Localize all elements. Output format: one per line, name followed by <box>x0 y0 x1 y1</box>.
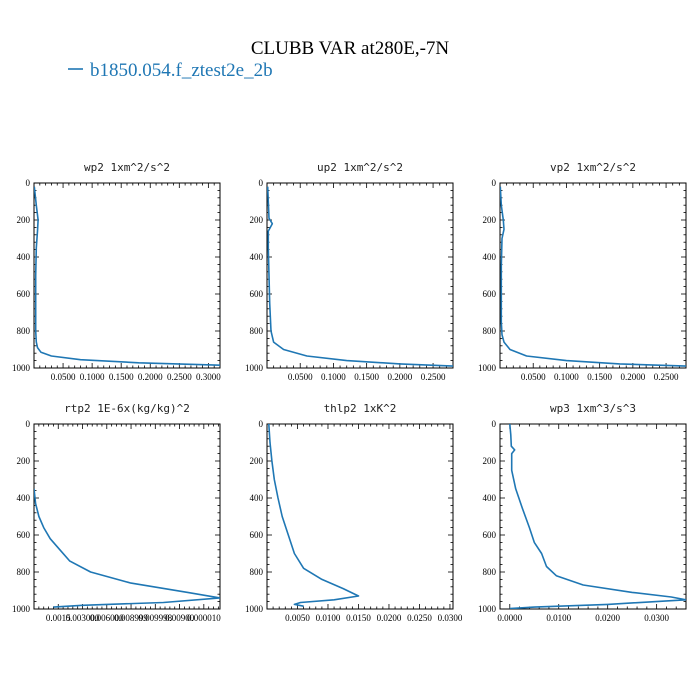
y-tick-label: 200 <box>250 456 264 466</box>
x-tick-label: 0.0000 <box>497 613 522 623</box>
y-tick-label: 400 <box>250 252 264 262</box>
plot-frame <box>499 423 687 610</box>
x-tick-label: 0.009998 <box>138 613 172 623</box>
panel-title: vp2 1xm^2/s^2 <box>550 161 636 174</box>
panels-grid: wp2 1xm^2/s^2 0 200 400 600 800 1000 0.0500 0.10… <box>12 161 687 623</box>
y-tick-label: 800 <box>17 326 31 336</box>
y-tick-label: 200 <box>483 215 497 225</box>
x-tick-label: 0.008999 <box>114 613 148 623</box>
plot-frame <box>266 423 454 610</box>
x-tick-label: 0.1000 <box>321 372 346 382</box>
y-tick-label: 400 <box>17 252 31 262</box>
y-tick-label: 600 <box>483 530 497 540</box>
x-tick-label: 0.0250 <box>407 613 432 623</box>
x-tick-label: 0.0200 <box>595 613 620 623</box>
y-tick-label: 0 <box>26 178 31 188</box>
y-tick-label: 0 <box>492 419 497 429</box>
y-tick-label: 600 <box>250 289 264 299</box>
x-tick-label: 0.0200 <box>377 613 402 623</box>
x-tick-label: 0.2000 <box>387 372 412 382</box>
y-tick-label: 800 <box>17 567 31 577</box>
panel-title: wp3 1xm^3/s^3 <box>550 402 636 415</box>
x-tick-label: 0.0015 <box>46 613 71 623</box>
series-line-1 <box>268 424 360 607</box>
x-tick-label: 0.1500 <box>587 372 612 382</box>
panel-3: vp2 1xm^2/s^2 0 200 400 600 800 1000 0.0500 0.10… <box>478 161 687 382</box>
y-tick-label: 600 <box>250 530 264 540</box>
x-tick-label: 0.0500 <box>288 372 313 382</box>
x-tick-label: 0.0300 <box>438 613 463 623</box>
y-tick-label: 600 <box>483 289 497 299</box>
y-tick-label: 1000 <box>245 363 264 373</box>
x-tick-label: 0.2000 <box>138 372 163 382</box>
x-tick-label: 0.0500 <box>51 372 76 382</box>
y-tick-label: 1000 <box>478 363 497 373</box>
y-tick-label: 400 <box>483 493 497 503</box>
y-tick-label: 1000 <box>12 604 31 614</box>
x-tick-label: 0.1000 <box>554 372 579 382</box>
panel-4: rtp2 1E-6x(kg/kg)^2 0 200 400 600 800 1000 0.00… <box>12 402 221 623</box>
x-tick-label: 0.1500 <box>354 372 379 382</box>
y-tick-label: 1000 <box>478 604 497 614</box>
x-tick-label: 0.003000 <box>66 613 100 623</box>
x-tick-label: 0.1500 <box>109 372 134 382</box>
y-tick-label: 200 <box>17 456 31 466</box>
x-tick-label: 0.0500 <box>521 372 546 382</box>
series-line-1 <box>509 424 686 609</box>
x-tick-label: 0.2500 <box>167 372 192 382</box>
plot-frame <box>33 423 221 610</box>
y-tick-label: 200 <box>483 456 497 466</box>
x-tick-label: 0.2500 <box>654 372 679 382</box>
y-tick-label: 400 <box>250 493 264 503</box>
figure-title: CLUBB VAR at280E,-7N <box>251 38 450 59</box>
series-line-1 <box>34 186 220 366</box>
panel-title: thlp2 1xK^2 <box>324 402 397 415</box>
panel-title: wp2 1xm^2/s^2 <box>84 161 170 174</box>
x-tick-label: 0.1000 <box>80 372 105 382</box>
y-tick-label: 800 <box>483 326 497 336</box>
panel-title: up2 1xm^2/s^2 <box>317 161 403 174</box>
x-tick-label: 0.0300 <box>644 613 669 623</box>
y-tick-label: 0 <box>26 419 31 429</box>
x-tick-label: 0.0050 <box>285 613 310 623</box>
x-tick-label: 0.00900 <box>165 613 195 623</box>
x-tick-label: 0.0100 <box>316 613 341 623</box>
x-tick-label: 0.0100 <box>546 613 571 623</box>
y-tick-label: 200 <box>250 215 264 225</box>
legend: b1850.054.f_ztest2e_2b <box>68 60 273 81</box>
x-tick-label: 0.0150 <box>346 613 371 623</box>
panel-2: up2 1xm^2/s^2 0 200 400 600 800 1000 0.0500 0.10… <box>245 161 454 382</box>
y-tick-label: 600 <box>17 289 31 299</box>
y-tick-label: 400 <box>17 493 31 503</box>
y-tick-label: 800 <box>250 567 264 577</box>
y-tick-label: 1000 <box>245 604 264 614</box>
x-tick-label: 0.2000 <box>620 372 645 382</box>
x-tick-label: 0.3000 <box>196 372 221 382</box>
panel-title: rtp2 1E-6x(kg/kg)^2 <box>64 402 190 415</box>
panel-5: thlp2 1xK^2 0 200 400 600 800 1000 0.0050 0.0100… <box>245 402 463 623</box>
y-tick-label: 800 <box>483 567 497 577</box>
y-tick-label: 0 <box>492 178 497 188</box>
x-tick-label: 0.006000 <box>90 613 124 623</box>
y-tick-label: 0 <box>259 178 264 188</box>
series-line-1 <box>267 186 453 367</box>
legend-label: b1850.054.f_ztest2e_2b <box>90 60 273 81</box>
series-line-1 <box>34 488 220 608</box>
x-tick-label: 0.000010 <box>187 613 221 623</box>
x-tick-label: 0.2500 <box>421 372 446 382</box>
y-tick-label: 0 <box>259 419 264 429</box>
y-tick-label: 400 <box>483 252 497 262</box>
y-tick-label: 1000 <box>12 363 31 373</box>
series-line-1 <box>500 186 686 367</box>
panel-1: wp2 1xm^2/s^2 0 200 400 600 800 1000 0.0500 0.10… <box>12 161 221 382</box>
y-tick-label: 800 <box>250 326 264 336</box>
y-tick-label: 600 <box>17 530 31 540</box>
y-tick-label: 200 <box>17 215 31 225</box>
